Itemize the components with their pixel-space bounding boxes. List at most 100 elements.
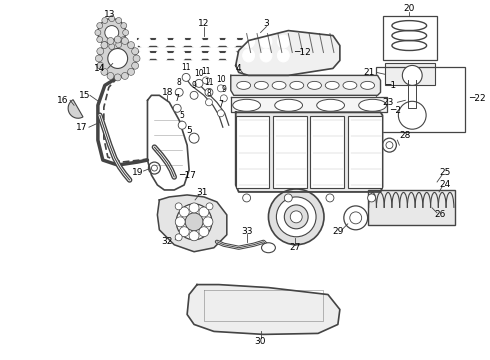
Circle shape: [97, 37, 103, 42]
Circle shape: [175, 234, 182, 241]
Ellipse shape: [173, 35, 185, 48]
Circle shape: [122, 72, 128, 80]
Circle shape: [185, 213, 203, 231]
Ellipse shape: [191, 49, 202, 62]
Text: 23: 23: [383, 98, 394, 107]
Circle shape: [189, 231, 199, 241]
Ellipse shape: [275, 99, 302, 111]
Circle shape: [189, 203, 199, 213]
Ellipse shape: [139, 49, 150, 62]
Circle shape: [405, 69, 415, 80]
Text: 7: 7: [175, 94, 180, 103]
Wedge shape: [68, 100, 83, 118]
Circle shape: [175, 88, 183, 96]
Polygon shape: [187, 285, 340, 334]
Circle shape: [344, 206, 368, 230]
Circle shape: [116, 18, 122, 23]
Circle shape: [190, 91, 198, 99]
Circle shape: [195, 80, 203, 87]
Text: 13: 13: [104, 10, 116, 19]
Circle shape: [179, 227, 189, 237]
Text: 4: 4: [236, 64, 242, 73]
Ellipse shape: [260, 49, 272, 62]
Circle shape: [182, 73, 190, 81]
Circle shape: [148, 162, 160, 174]
Circle shape: [416, 204, 432, 220]
Circle shape: [105, 26, 119, 40]
Circle shape: [109, 44, 115, 50]
Circle shape: [176, 204, 212, 240]
Ellipse shape: [191, 35, 202, 48]
Circle shape: [96, 55, 102, 62]
Circle shape: [179, 207, 189, 217]
Circle shape: [97, 62, 104, 69]
Ellipse shape: [277, 35, 289, 48]
Text: 12: 12: [198, 19, 210, 28]
Circle shape: [368, 194, 375, 202]
Ellipse shape: [233, 99, 261, 111]
Text: ─2: ─2: [391, 106, 401, 115]
Circle shape: [175, 217, 185, 227]
Text: 11: 11: [201, 67, 211, 76]
Ellipse shape: [317, 99, 344, 111]
Circle shape: [218, 110, 224, 117]
Ellipse shape: [359, 99, 387, 111]
Bar: [383, 15, 437, 60]
Circle shape: [218, 85, 224, 92]
Circle shape: [205, 88, 213, 96]
Bar: [311, 116, 344, 188]
Text: 14: 14: [94, 64, 105, 73]
Circle shape: [220, 95, 227, 102]
Text: 19: 19: [132, 167, 143, 176]
Ellipse shape: [325, 81, 339, 89]
Circle shape: [101, 68, 108, 75]
Circle shape: [243, 194, 250, 202]
Circle shape: [205, 99, 213, 106]
Polygon shape: [231, 97, 388, 112]
Text: 11: 11: [181, 63, 191, 72]
Circle shape: [95, 30, 101, 36]
Circle shape: [114, 74, 121, 81]
Text: 26: 26: [434, 210, 446, 219]
Circle shape: [326, 194, 334, 202]
Circle shape: [122, 30, 128, 36]
Text: 8: 8: [177, 78, 182, 87]
Text: ─22: ─22: [469, 94, 486, 103]
Circle shape: [203, 217, 213, 227]
Circle shape: [121, 37, 127, 42]
Ellipse shape: [225, 49, 237, 62]
Bar: [386, 63, 435, 85]
Circle shape: [199, 227, 209, 237]
Text: 29: 29: [332, 227, 343, 236]
Ellipse shape: [156, 49, 168, 62]
Circle shape: [109, 15, 115, 22]
Text: ─17: ─17: [179, 171, 196, 180]
Circle shape: [132, 48, 139, 55]
Text: 5: 5: [180, 111, 185, 120]
Circle shape: [99, 40, 137, 77]
Circle shape: [127, 42, 135, 49]
Circle shape: [97, 48, 104, 55]
Polygon shape: [231, 75, 381, 95]
Text: 28: 28: [400, 131, 411, 140]
Ellipse shape: [208, 35, 220, 48]
Circle shape: [178, 121, 186, 129]
Text: 7: 7: [219, 100, 223, 109]
Circle shape: [284, 194, 292, 202]
Circle shape: [173, 104, 181, 112]
Circle shape: [276, 197, 316, 237]
Circle shape: [122, 37, 128, 45]
Ellipse shape: [243, 49, 255, 62]
Ellipse shape: [272, 81, 286, 89]
Text: 10: 10: [216, 75, 226, 84]
Circle shape: [107, 72, 114, 80]
Circle shape: [199, 207, 209, 217]
Text: 16: 16: [57, 96, 69, 105]
Polygon shape: [157, 195, 227, 252]
Polygon shape: [236, 31, 340, 75]
Circle shape: [97, 23, 103, 28]
Ellipse shape: [237, 81, 250, 89]
Bar: [273, 116, 307, 188]
Circle shape: [114, 36, 121, 43]
Text: 32: 32: [162, 237, 173, 246]
